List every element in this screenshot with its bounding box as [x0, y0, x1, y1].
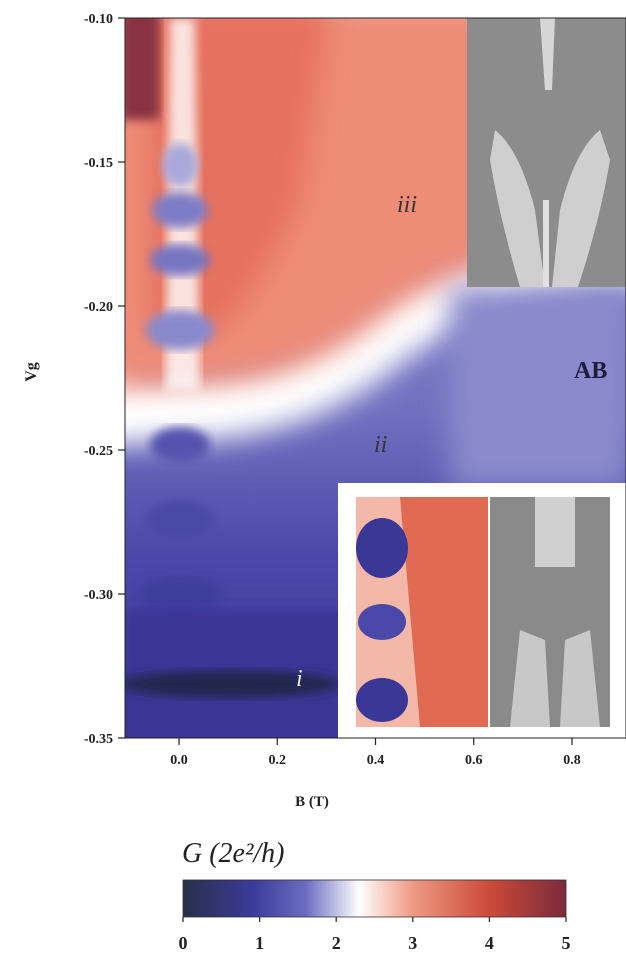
colorbar [183, 880, 566, 917]
colorbar-label: G (2e²/h) [182, 838, 284, 869]
colorbar-tick-label: 3 [408, 933, 417, 953]
y-tick-label: -0.25 [84, 444, 113, 459]
x-tick-label: 0.6 [465, 753, 483, 768]
annotation: ii [374, 432, 387, 458]
inset-bottom [338, 483, 626, 738]
x-tick-label: 0.0 [170, 753, 188, 768]
annotation: i [296, 666, 303, 692]
y-tick-label: -0.30 [84, 588, 113, 603]
colorbar-tick-label: 0 [179, 933, 188, 953]
x-axis-label: B (T) [295, 794, 329, 810]
colorbar-tick-label: 1 [255, 933, 264, 953]
x-tick-label: 0.4 [367, 753, 385, 768]
y-axis-label: Vg [23, 362, 40, 382]
colorbar-tick-label: 5 [562, 933, 571, 953]
y-tick-label: -0.20 [84, 300, 113, 315]
figure: iii ii i AB B (T) Vg G (2e²/h) -0.10 -0.1… [0, 0, 626, 958]
y-tick-label: -0.15 [84, 156, 113, 171]
annotation: AB [574, 358, 607, 384]
sem-inset-top [467, 18, 626, 287]
x-tick-label: 0.2 [269, 753, 287, 768]
colorbar-tick-label: 4 [485, 933, 494, 953]
y-tick-label: -0.10 [84, 12, 113, 27]
annotation: iii [397, 192, 417, 218]
y-tick-label: -0.35 [84, 732, 113, 747]
x-tick-label: 0.8 [563, 753, 581, 768]
colorbar-tick-label: 2 [332, 933, 341, 953]
